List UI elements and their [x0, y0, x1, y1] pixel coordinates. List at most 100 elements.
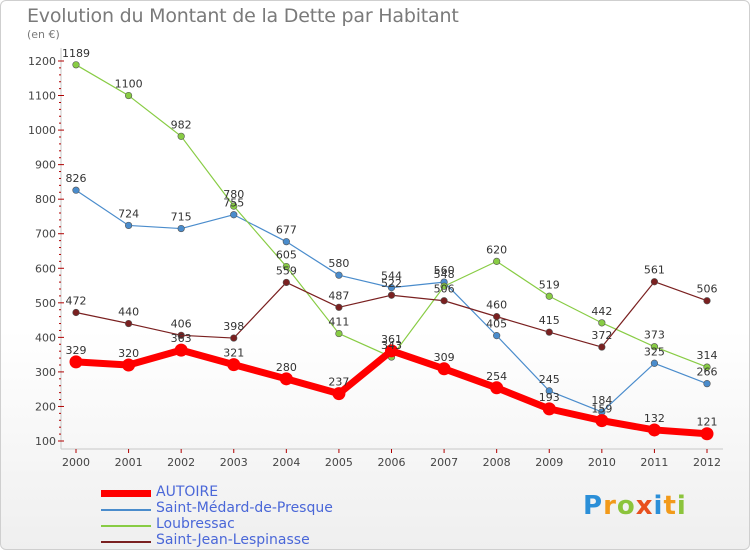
data-point — [279, 372, 293, 386]
data-label: 245 — [539, 373, 560, 386]
data-point — [335, 271, 343, 279]
data-point — [282, 238, 290, 246]
data-point — [647, 423, 661, 437]
chart-unit: (en €) — [27, 28, 60, 41]
data-label: 237 — [328, 376, 349, 389]
data-label: 309 — [434, 351, 455, 364]
y-tick-label: 400 — [35, 331, 56, 344]
data-point — [72, 61, 80, 69]
data-label: 548 — [434, 268, 455, 281]
legend-swatch — [101, 509, 151, 511]
data-label: 561 — [644, 264, 665, 277]
data-point — [72, 308, 80, 317]
data-label: 363 — [171, 332, 192, 345]
data-label: 544 — [381, 270, 402, 283]
data-point — [282, 278, 290, 287]
y-tick-label: 300 — [35, 366, 56, 379]
data-label: 266 — [697, 366, 718, 379]
data-point — [493, 313, 501, 321]
data-point — [282, 262, 290, 271]
data-label: 280 — [276, 361, 297, 374]
data-point — [493, 257, 501, 265]
data-label: 405 — [486, 318, 507, 331]
data-point — [490, 381, 504, 395]
data-label: 415 — [539, 314, 560, 327]
data-label: 193 — [539, 391, 560, 404]
x-tick-label: 2002 — [167, 456, 195, 469]
x-tick-label: 2012 — [693, 456, 721, 469]
data-point — [124, 91, 133, 100]
logo-letter: P — [583, 491, 604, 521]
data-point — [650, 359, 659, 367]
data-point — [437, 362, 451, 376]
logo-letter: i — [653, 491, 664, 521]
data-point — [650, 278, 659, 286]
data-point — [230, 211, 238, 219]
data-label: 522 — [381, 277, 402, 290]
data-label: 580 — [328, 257, 349, 270]
x-tick-label: 2008 — [483, 456, 511, 469]
legend-label: AUTOIRE — [156, 484, 219, 500]
data-point — [122, 358, 136, 372]
legend-label: Saint-Médard-de-Presque — [156, 500, 333, 516]
y-tick-label: 500 — [35, 297, 56, 310]
data-label: 826 — [66, 172, 87, 185]
data-label: 372 — [591, 329, 612, 342]
y-tick-label: 100 — [35, 435, 56, 448]
x-tick-label: 2010 — [588, 456, 616, 469]
data-point — [545, 328, 553, 336]
data-label: 442 — [591, 305, 612, 318]
data-label: 487 — [328, 289, 349, 302]
y-tick-label: 1000 — [28, 124, 56, 137]
data-label: 724 — [118, 207, 139, 220]
data-point — [385, 344, 398, 358]
x-tick-label: 2000 — [62, 456, 90, 469]
y-tick-label: 1200 — [28, 55, 56, 68]
data-label: 132 — [644, 412, 665, 425]
y-tick-label: 1100 — [28, 90, 56, 103]
data-point — [177, 224, 185, 233]
x-tick-label: 2011 — [640, 456, 668, 469]
legend-swatch — [101, 525, 151, 527]
data-label: 506 — [434, 283, 455, 296]
y-tick-label: 900 — [35, 159, 56, 172]
data-label: 329 — [66, 344, 87, 357]
data-point — [440, 297, 448, 305]
x-tick-label: 2005 — [325, 456, 353, 469]
data-point — [230, 202, 238, 210]
x-tick-label: 2004 — [272, 456, 300, 469]
data-label: 982 — [171, 118, 192, 131]
logo-letter: x — [635, 491, 654, 521]
data-label: 715 — [171, 211, 192, 224]
x-tick-label: 2003 — [220, 456, 248, 469]
data-point — [545, 387, 553, 395]
data-point — [545, 292, 553, 300]
data-label: 361 — [381, 333, 402, 346]
data-label: 184 — [591, 394, 612, 407]
series-line-0 — [72, 346, 711, 438]
data-label: 506 — [697, 283, 718, 296]
data-point — [440, 282, 448, 290]
data-label: 755 — [223, 197, 244, 210]
data-point — [227, 358, 241, 372]
data-label: 460 — [486, 299, 507, 312]
data-label: 1100 — [115, 78, 143, 91]
data-label: 1189 — [62, 47, 90, 60]
data-label: 620 — [486, 243, 507, 256]
data-label: 440 — [118, 306, 139, 319]
data-label: 321 — [223, 347, 244, 360]
data-point — [335, 303, 343, 311]
y-tick-label: 200 — [35, 400, 56, 413]
data-point — [335, 329, 343, 338]
data-label: 254 — [486, 370, 507, 383]
data-label: 560 — [434, 264, 455, 277]
data-point — [72, 186, 80, 194]
data-point — [177, 132, 185, 140]
y-tick-label: 800 — [35, 193, 56, 206]
x-tick-label: 2007 — [430, 456, 458, 469]
logo-letter: o — [616, 491, 636, 521]
data-point — [703, 380, 711, 388]
data-point — [387, 284, 396, 292]
data-point — [124, 221, 133, 230]
